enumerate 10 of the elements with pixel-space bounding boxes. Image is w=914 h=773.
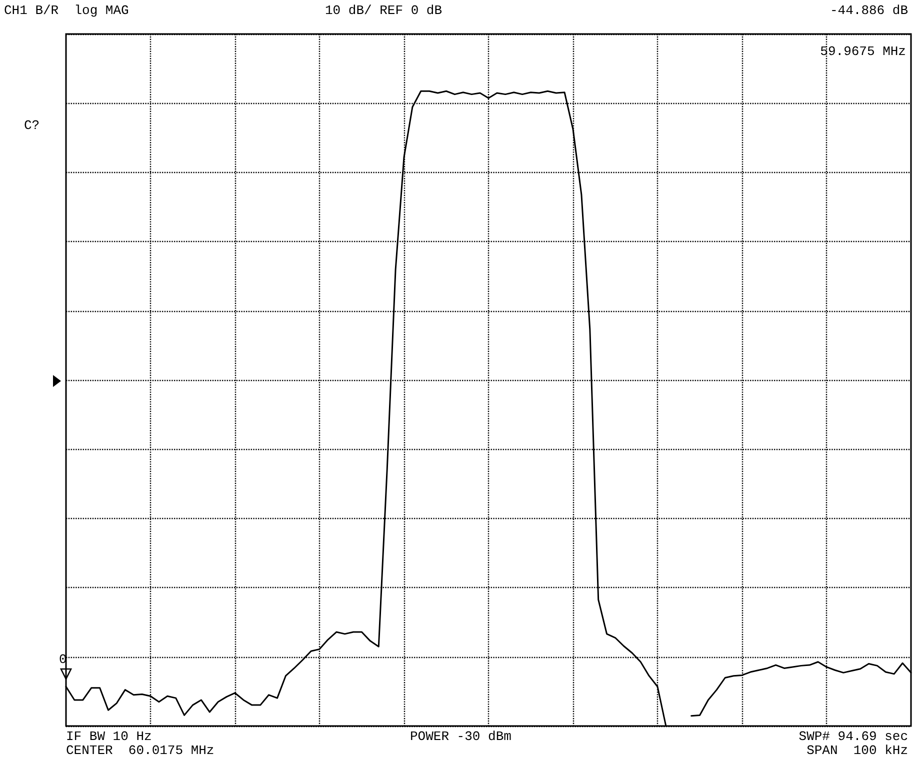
text: CH1 B/R log MAG — [4, 3, 129, 18]
text: -44.886 dB — [830, 3, 908, 18]
text: 59.9675 MHz — [820, 44, 906, 59]
text: SPAN 100 kHz — [806, 743, 908, 758]
text: IF BW 10 Hz — [66, 729, 152, 744]
text: C? — [24, 118, 40, 133]
text: CENTER 60.0175 MHz — [66, 743, 214, 758]
text: 10 dB/ REF 0 dB — [325, 3, 442, 18]
text: POWER -30 dBm — [410, 729, 512, 744]
text: SWP# 94.69 sec — [798, 729, 908, 744]
